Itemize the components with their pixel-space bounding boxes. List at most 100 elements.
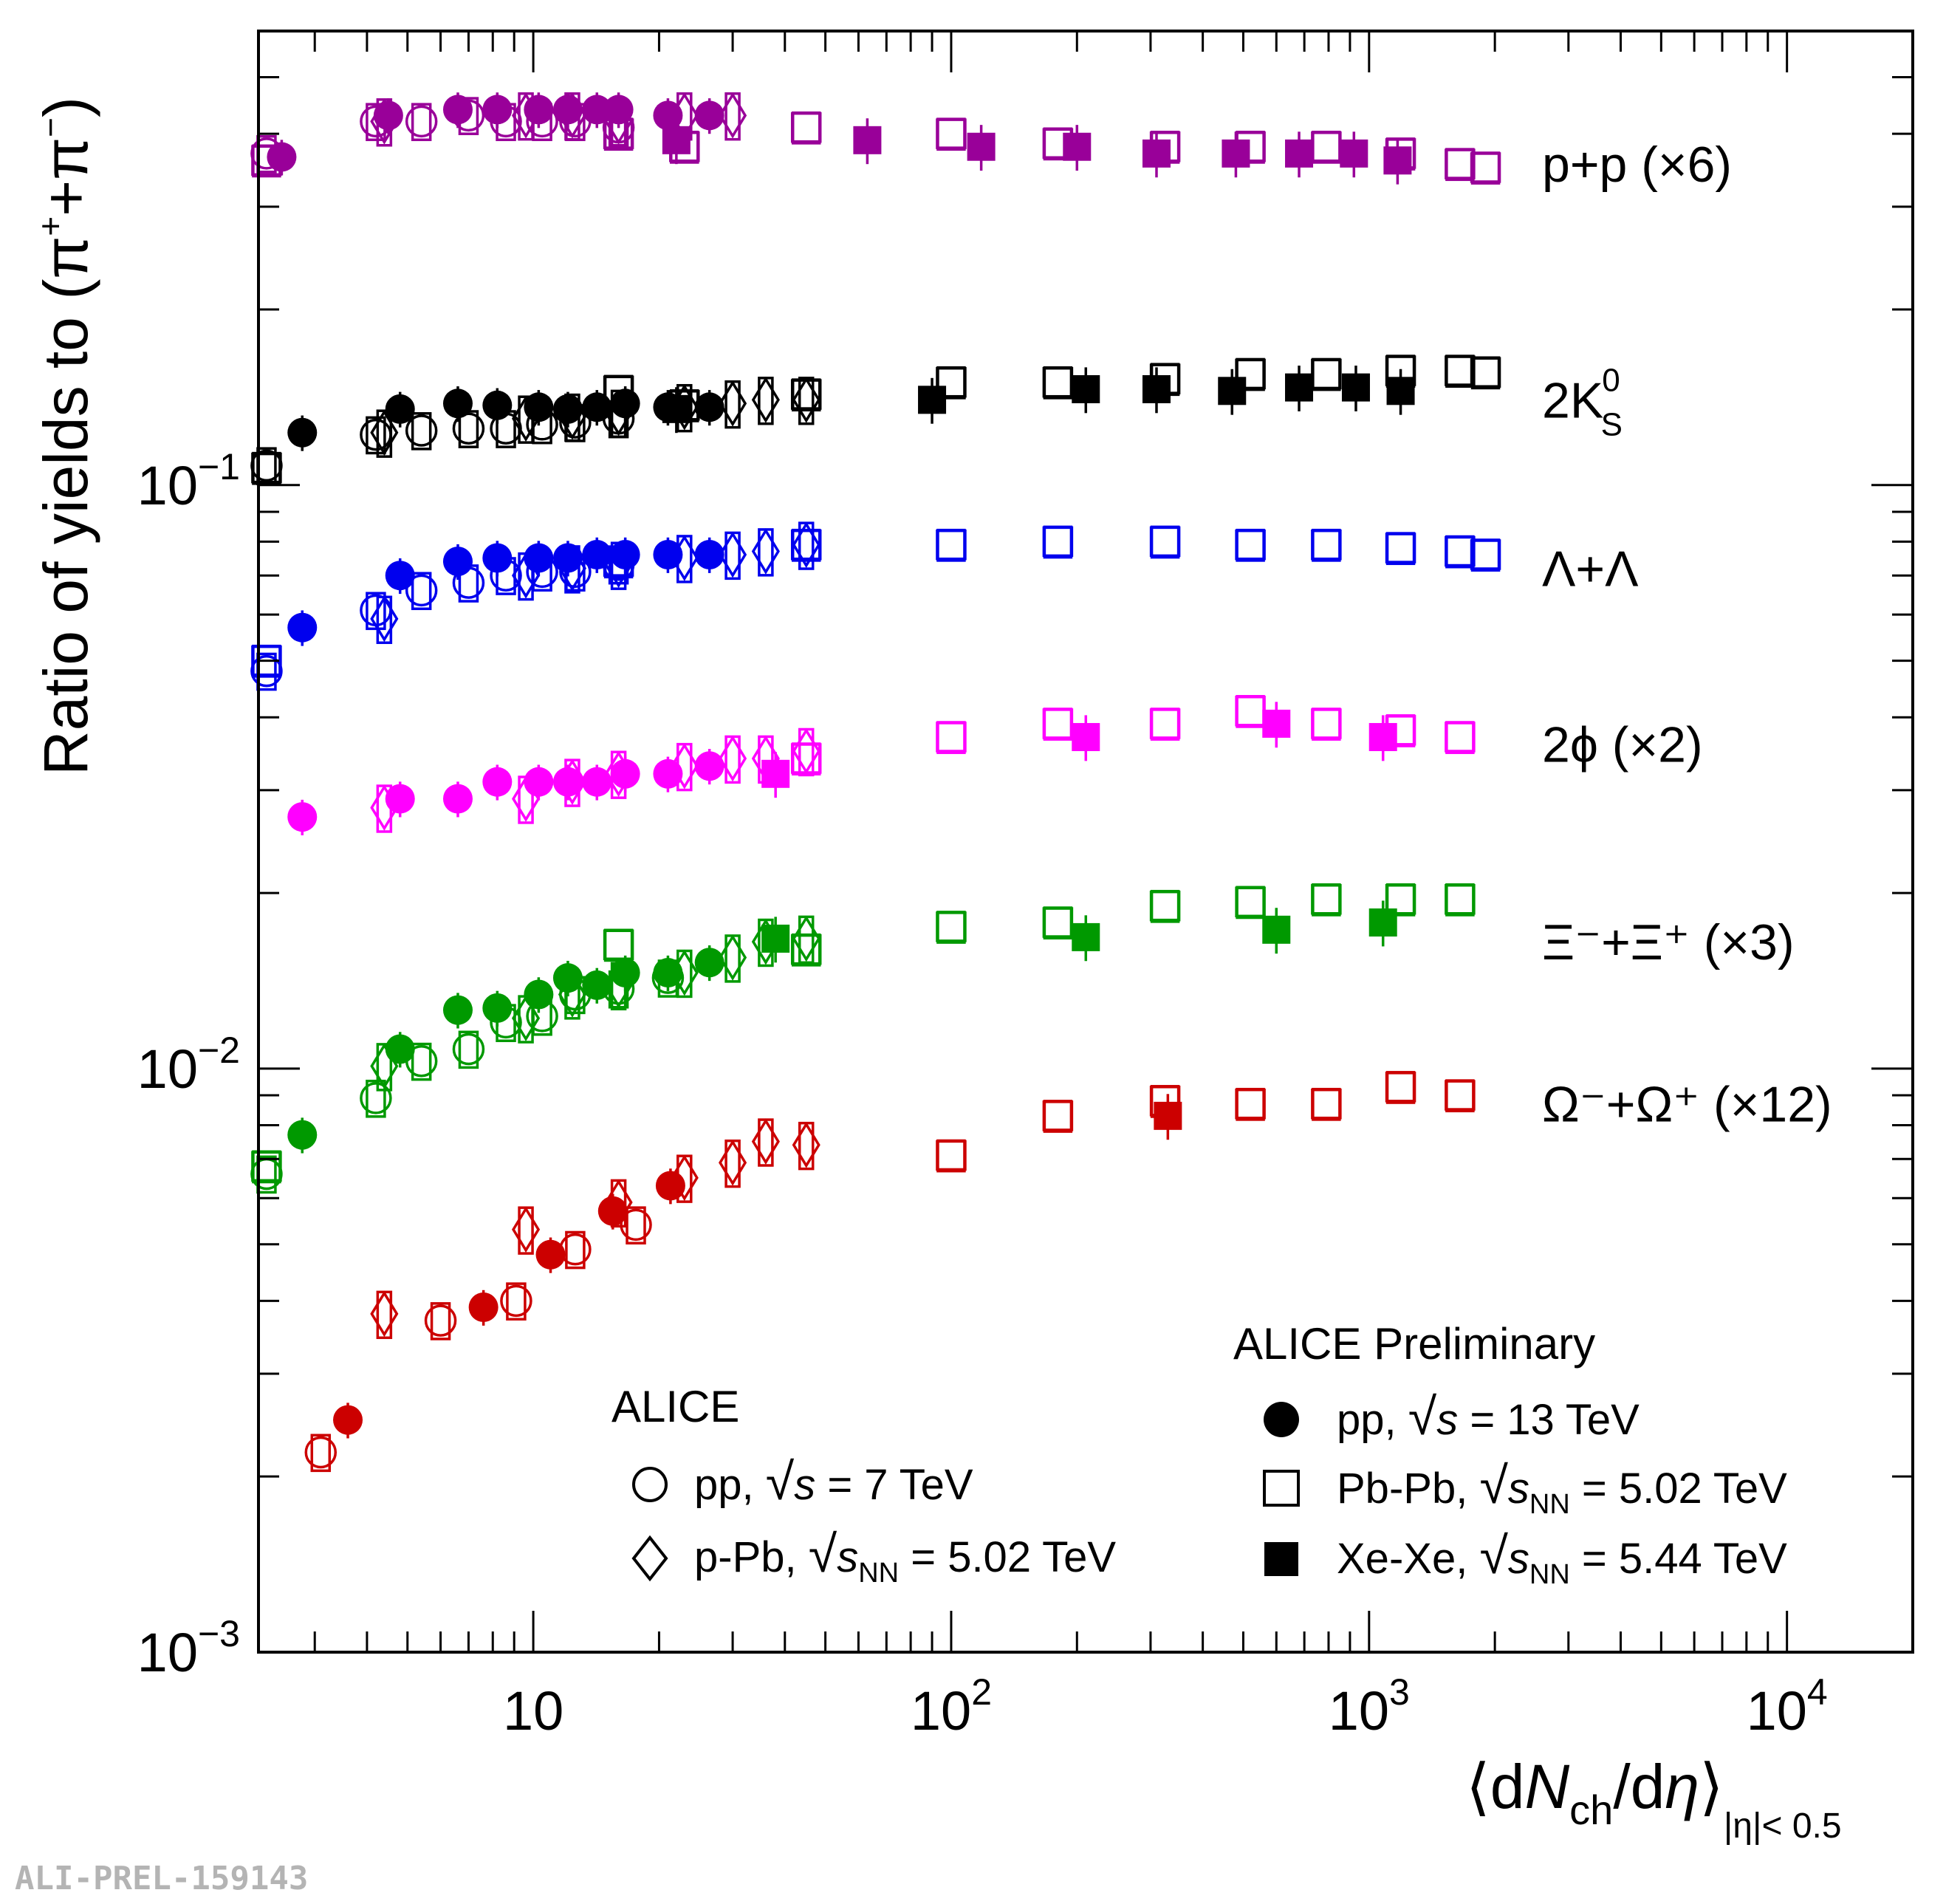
point-pbpb-omega bbox=[1042, 1100, 1074, 1131]
point-pp13-phi bbox=[524, 767, 554, 797]
point-pp7-k0s bbox=[452, 412, 485, 445]
point-ppb-omega bbox=[670, 1154, 699, 1202]
point-xexe-phi bbox=[1262, 709, 1291, 738]
point-pp13-omega bbox=[468, 1292, 499, 1323]
x-axis-title-n: N bbox=[1525, 1752, 1570, 1821]
point-xexe-phi bbox=[1072, 722, 1100, 751]
point-pbpb-omega bbox=[1235, 1088, 1266, 1120]
point-pp13-xi bbox=[653, 958, 683, 988]
legend-pp7-sqrt: √ bbox=[766, 1453, 795, 1510]
point-xexe-omega bbox=[1154, 1101, 1182, 1130]
point-xexe-p bbox=[1285, 139, 1314, 168]
point-pp13-phi bbox=[287, 802, 318, 832]
point-pbpb-k0s bbox=[1235, 358, 1266, 390]
legend-open-diamond-marker bbox=[631, 1535, 668, 1582]
point-pp7-p bbox=[405, 105, 438, 138]
point-pp13-p bbox=[552, 95, 583, 125]
point-pp13-xi bbox=[482, 993, 513, 1023]
y-axis-title-minus: − bbox=[31, 117, 69, 137]
point-pp13-lambda bbox=[694, 539, 724, 569]
point-pp13-lambda bbox=[385, 561, 415, 591]
point-pbpb-xi bbox=[1149, 890, 1181, 922]
point-pp13-xi bbox=[287, 1120, 318, 1150]
point-pbpb-xi bbox=[603, 929, 634, 961]
series-xi bbox=[250, 883, 1476, 1194]
legend-pp13-energy: s bbox=[1436, 1396, 1458, 1444]
x-axis-title-eta: η bbox=[1665, 1752, 1699, 1821]
legend-pp7-value: = 7 TeV bbox=[827, 1461, 973, 1509]
legend-xexe-value: = 5.44 TeV bbox=[1582, 1535, 1787, 1583]
point-pp7-lambda bbox=[405, 574, 438, 607]
syst-box-xi bbox=[411, 1042, 432, 1081]
point-xexe-p bbox=[1222, 139, 1250, 168]
point-pbpb-xi bbox=[1445, 884, 1476, 915]
legend-filled-circle-marker bbox=[1264, 1402, 1299, 1437]
series-label-xi: Ξ⁻+Ξ⁺ (×3) bbox=[1542, 914, 1795, 970]
point-pbpb-lambda bbox=[251, 645, 282, 677]
point-xexe-xi bbox=[761, 924, 790, 953]
legend-ppb-energy: s bbox=[837, 1533, 858, 1581]
point-xexe-k0s bbox=[1386, 377, 1415, 405]
point-ppb-omega bbox=[792, 1121, 820, 1168]
y-axis-title-plus: + bbox=[31, 216, 69, 236]
point-pp13-xi bbox=[524, 979, 554, 1010]
point-pbpb-p bbox=[790, 112, 822, 143]
syst-box-xi bbox=[458, 1030, 479, 1069]
point-pbpb-p bbox=[936, 118, 967, 149]
point-ppb-lambda bbox=[370, 595, 399, 643]
y-tick-label: 10−3 bbox=[137, 1613, 240, 1683]
point-xexe-p bbox=[662, 126, 691, 154]
point-ppb-phi bbox=[670, 742, 699, 790]
point-pbpb-k0s bbox=[1470, 357, 1501, 388]
point-pp13-omega bbox=[655, 1171, 685, 1201]
legend-preliminary-heading: ALICE Preliminary bbox=[1233, 1319, 1595, 1369]
series-label-phi: 2ϕ (×2) bbox=[1542, 716, 1703, 773]
point-xexe-p bbox=[1340, 139, 1368, 168]
legend-pp13-sqrt: √ bbox=[1408, 1388, 1437, 1445]
point-pbpb-p bbox=[1470, 152, 1501, 183]
axes-layer: 10 102 103 104 10−1 10−2 10−3 bbox=[137, 31, 1914, 1742]
point-xexe-k0s bbox=[1341, 373, 1370, 402]
point-pp13-k0s bbox=[482, 390, 513, 420]
y-axis-title-main: Ratio of yields to (π bbox=[31, 236, 100, 775]
point-pp13-lambda bbox=[482, 543, 513, 573]
point-pbpb-phi bbox=[936, 722, 967, 753]
point-xexe-p bbox=[967, 132, 996, 161]
series-label-k0s: 2K0 S bbox=[1542, 362, 1623, 442]
point-pbpb-xi bbox=[1385, 884, 1416, 915]
point-pbpb-xi bbox=[1311, 884, 1342, 915]
series-omega bbox=[304, 1071, 1476, 1473]
point-pbpb-lambda bbox=[1445, 535, 1476, 567]
x-tick-label: 10 bbox=[503, 1680, 563, 1742]
syst-box-omega bbox=[310, 1434, 332, 1473]
point-pp13-k0s bbox=[524, 392, 554, 422]
legend-pbpb-value: = 5.02 TeV bbox=[1582, 1465, 1787, 1513]
point-pbpb-xi bbox=[936, 911, 967, 942]
syst-box-lambda bbox=[411, 572, 432, 611]
syst-box-omega bbox=[626, 1206, 646, 1244]
syst-box-lambda bbox=[366, 592, 386, 631]
syst-box-omega bbox=[565, 1230, 586, 1270]
watermark: ALI-PREL-159143 bbox=[15, 1860, 308, 1897]
point-pp13-xi bbox=[385, 1034, 415, 1064]
point-xexe-k0s bbox=[1142, 374, 1171, 403]
point-ppb-omega bbox=[370, 1290, 399, 1338]
legend-ppb-value: = 5.02 TeV bbox=[911, 1533, 1116, 1581]
point-pp13-lambda bbox=[610, 539, 640, 569]
y-axis-title: Ratio of yields to (π++π−) bbox=[31, 97, 100, 775]
x-axis-title-open: ⟨d bbox=[1466, 1752, 1525, 1821]
point-pp13-p bbox=[267, 142, 297, 172]
point-pp7-xi bbox=[360, 1082, 392, 1114]
point-pp13-phi bbox=[552, 767, 583, 797]
x-axis-title-mid: /d bbox=[1613, 1752, 1665, 1821]
syst-box-omega bbox=[506, 1282, 527, 1321]
point-pp13-xi bbox=[694, 948, 724, 978]
point-pp13-lambda bbox=[524, 543, 554, 573]
point-xexe-p bbox=[1142, 139, 1171, 168]
point-ppb-xi bbox=[719, 934, 747, 981]
point-pbpb-k0s bbox=[936, 366, 967, 398]
point-xexe-xi bbox=[1368, 908, 1397, 937]
point-pp13-p bbox=[442, 95, 473, 125]
